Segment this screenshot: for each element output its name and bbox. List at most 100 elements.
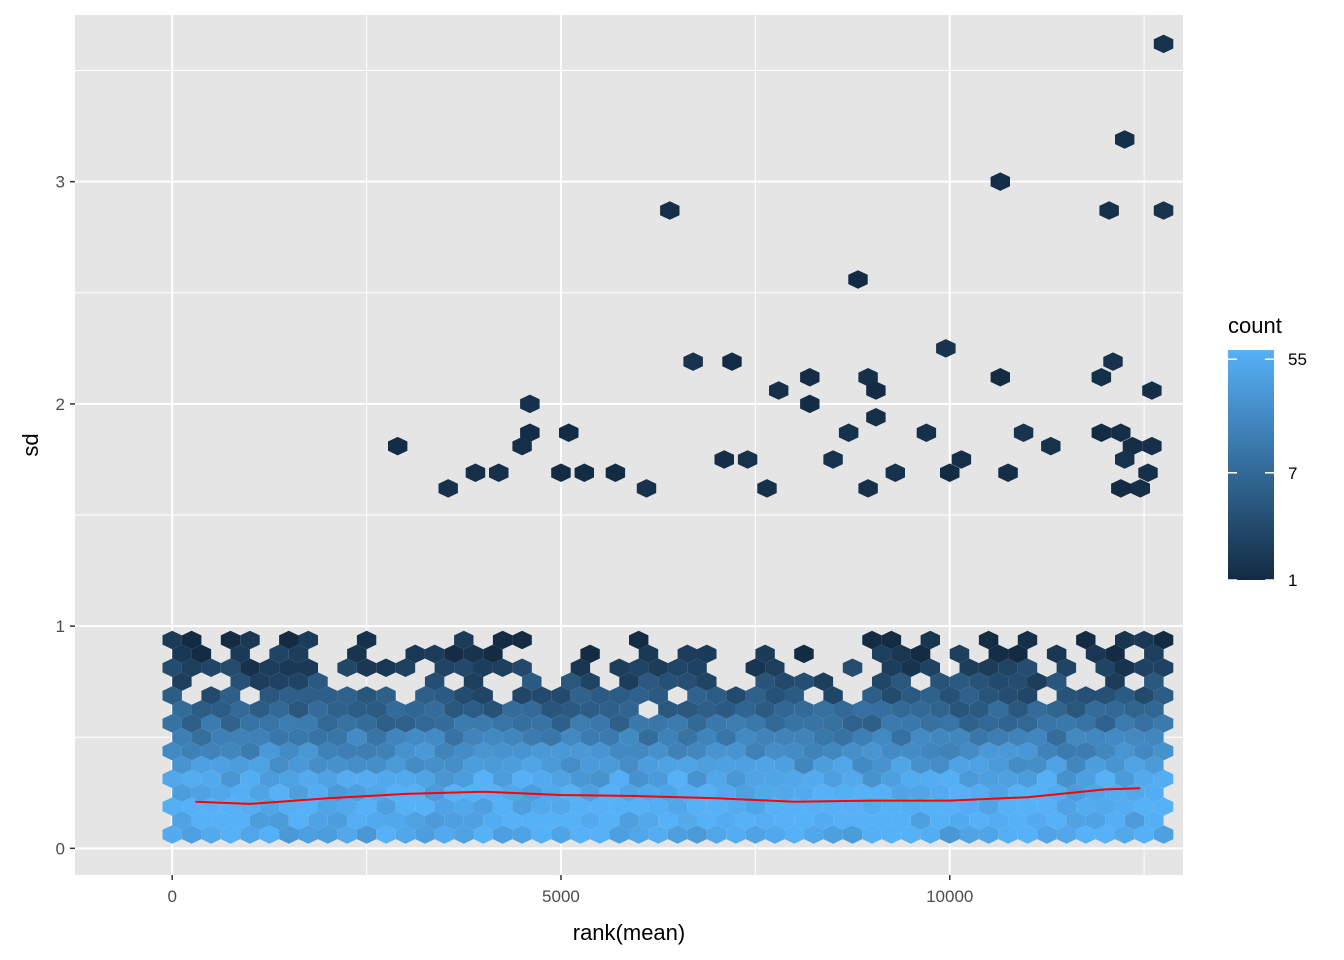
hexbin <box>279 658 299 677</box>
hexbin <box>881 797 902 816</box>
hexbin-outlier <box>512 436 532 456</box>
hexbin <box>988 644 1009 664</box>
hexbin <box>337 686 357 705</box>
hexbin <box>473 825 493 844</box>
hexbin <box>269 755 289 775</box>
hexbin <box>424 755 445 775</box>
hexbin <box>366 755 386 775</box>
hexbin <box>969 811 989 830</box>
hexbin <box>706 686 727 705</box>
hexbin <box>872 783 892 802</box>
hexbin <box>629 797 649 816</box>
hexbin <box>784 741 804 761</box>
hexbin <box>531 741 552 761</box>
hexbin <box>978 825 999 844</box>
hexbin <box>901 769 921 789</box>
hexbin <box>395 658 416 677</box>
hexbin <box>959 686 979 705</box>
hexbin <box>609 658 629 677</box>
hexbin <box>376 714 396 733</box>
hexbin <box>191 811 212 830</box>
hexbin-outlier <box>951 450 972 469</box>
hexbin <box>833 783 853 802</box>
hexbin <box>1144 672 1164 691</box>
hexbin <box>726 825 746 844</box>
hexbin <box>609 741 629 761</box>
hexbin-outlier <box>1153 201 1174 220</box>
hexbin <box>492 741 513 761</box>
hexbin-outlier <box>489 463 509 482</box>
hexbin <box>347 644 367 664</box>
hexbin <box>220 769 241 789</box>
hexbin <box>1105 644 1125 664</box>
hexbin <box>609 797 629 816</box>
hexbin <box>298 769 318 789</box>
hexbin-outlier <box>438 479 458 498</box>
legend-tick-label: 55 <box>1288 350 1307 369</box>
hexbin <box>687 769 707 789</box>
trend-line-group <box>195 787 1141 805</box>
hexbin <box>998 741 1018 761</box>
hexbin <box>162 658 182 677</box>
hexbin <box>1076 769 1096 789</box>
hexbin <box>978 658 999 677</box>
hexbin <box>376 825 396 844</box>
hexbin <box>745 658 766 677</box>
hexbin <box>473 769 493 789</box>
hexbin <box>162 686 182 705</box>
hexbin <box>1095 686 1115 705</box>
hexbin <box>998 769 1018 789</box>
hexbin <box>706 714 727 733</box>
hexbin <box>347 728 367 747</box>
hexbin <box>920 769 940 789</box>
hexbin <box>755 755 775 775</box>
hexbin <box>872 755 892 775</box>
hexbin <box>395 714 416 733</box>
hexbin <box>1115 797 1135 816</box>
hexbin <box>648 714 668 733</box>
hexbin-outlier <box>838 423 859 442</box>
hexbin <box>590 714 610 733</box>
hexbin <box>551 741 571 761</box>
hexbin <box>726 741 746 761</box>
hexbin <box>356 630 377 650</box>
hexbin-outlier <box>858 368 878 387</box>
hexbin <box>687 825 707 844</box>
hexbin <box>1027 700 1047 719</box>
hexbin <box>1066 728 1086 747</box>
hexbin <box>434 686 455 705</box>
hexbin-outlier <box>990 172 1010 191</box>
hexbin <box>220 741 241 761</box>
hexbin <box>881 714 902 733</box>
hexbin <box>318 797 338 816</box>
hexbin <box>376 741 396 761</box>
hexbin <box>959 797 979 816</box>
hexbin <box>1056 658 1077 677</box>
hexbin <box>891 783 911 802</box>
hexbin <box>842 714 863 733</box>
hexbin <box>318 825 338 844</box>
hexbin <box>240 825 260 844</box>
hexbin <box>269 783 289 802</box>
hexbin <box>862 714 882 733</box>
hexbin <box>881 658 902 677</box>
hexbin <box>1017 630 1038 650</box>
x-tick-label: 10000 <box>926 887 973 906</box>
hexbin <box>561 811 581 830</box>
hexbin <box>395 741 416 761</box>
hexbin <box>1046 728 1067 747</box>
hexbin-outlier <box>1142 436 1162 456</box>
hexbin-outlier <box>800 394 820 414</box>
hexbin-outlier <box>858 479 878 498</box>
hexbin-outlier <box>465 463 486 482</box>
hexbin <box>677 700 697 719</box>
hexbin <box>522 811 542 830</box>
hexbin <box>249 783 270 802</box>
hexbin <box>181 769 202 789</box>
hexbin <box>240 658 260 677</box>
hexbin <box>774 811 795 830</box>
hexbin <box>473 686 493 705</box>
hexbin <box>755 672 775 691</box>
hexbin <box>415 714 435 733</box>
